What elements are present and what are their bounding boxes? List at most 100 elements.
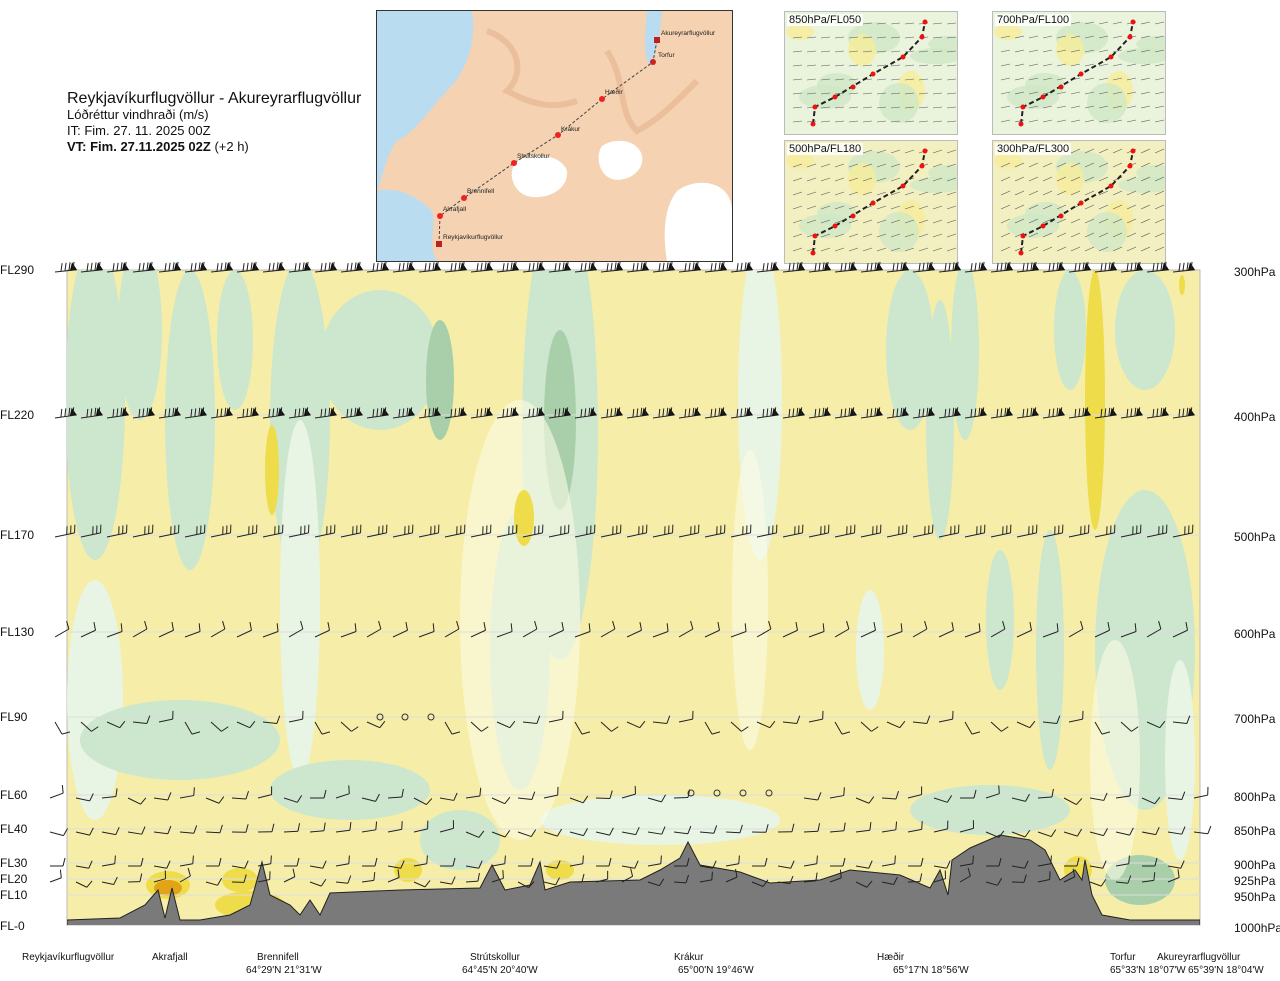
wind-barb: [1011, 793, 1030, 802]
wind-barb: [184, 524, 206, 538]
wind-barb: [1089, 828, 1108, 837]
wind-barb: [933, 795, 953, 803]
wind-barb: [75, 793, 94, 802]
wind-barb: [938, 710, 954, 723]
wind-barb: [1141, 796, 1161, 805]
wind-barb: [465, 787, 482, 799]
wind-barb: [522, 715, 541, 724]
wind-barb: [912, 715, 931, 724]
wind-barb: [933, 860, 951, 869]
wind-barb: [366, 407, 389, 419]
wind-barb: [522, 524, 544, 538]
velocity-cell: [154, 880, 182, 896]
wind-barb: [725, 868, 738, 883]
wind-barb: [236, 524, 258, 538]
wind-barb: [106, 407, 129, 419]
wind-barb: [678, 407, 701, 419]
wind-barb: [1193, 786, 1209, 799]
wind-barb: [1089, 792, 1108, 801]
location-label: Akrafjall: [152, 951, 188, 964]
wind-barb: [938, 622, 954, 638]
flight-level-label: FL130: [0, 625, 35, 639]
wind-barb: [860, 524, 882, 538]
wind-barb: [803, 792, 822, 801]
wind-barb: [101, 788, 118, 799]
wind-barb: [730, 407, 753, 419]
wind-barb: [470, 407, 493, 419]
calm-marker: [687, 789, 695, 797]
wind-barb: [517, 829, 537, 838]
velocity-cell: [540, 795, 780, 845]
route-map: Akureyrarflugvöllur Torfur Hæðir Krákur …: [376, 10, 733, 262]
map-label-torfur: Torfur: [658, 52, 675, 59]
wind-barb: [179, 867, 191, 883]
wind-barb: [522, 407, 545, 419]
wind-barb: [990, 620, 1006, 638]
wind-barb: [777, 823, 795, 833]
velocity-cell: [1179, 275, 1185, 295]
wind-barb: [829, 822, 846, 833]
location-name: Torfur: [1110, 952, 1136, 963]
wind-barb: [106, 720, 126, 729]
wind-barb: [465, 860, 483, 869]
wind-barb: [439, 820, 455, 833]
wind-barb: [938, 261, 961, 273]
wind-barb: [362, 857, 378, 867]
wind-barb: [132, 715, 151, 724]
wind-barb: [626, 407, 649, 419]
wind-barb: [990, 407, 1013, 419]
wind-barb: [153, 792, 172, 801]
wind-barb: [127, 797, 147, 805]
wind-barb: [600, 524, 622, 538]
location-label: Akureyrarflugvöllur 65°39'N 18°04'W: [1157, 951, 1264, 977]
wind-barb: [678, 710, 694, 723]
wind-barb: [855, 796, 875, 804]
wind-barb: [626, 720, 646, 729]
wind-barb: [184, 407, 207, 419]
wind-barb: [1146, 620, 1162, 638]
wind-barb: [964, 261, 987, 273]
wind-barb: [1094, 721, 1111, 735]
wind-barb: [704, 524, 726, 538]
wind-barb: [128, 857, 144, 867]
wind-barb: [886, 720, 906, 729]
wind-barb: [678, 261, 701, 273]
wind-barb: [184, 623, 201, 638]
wind-barb: [985, 877, 1003, 886]
wind-barb: [518, 857, 534, 867]
wind-barb: [1042, 524, 1064, 538]
location-coord: 65°00'N 19°46'W: [678, 965, 754, 976]
wind-barb: [1167, 826, 1186, 835]
wind-barb: [54, 524, 76, 538]
wind-barb: [1063, 797, 1083, 806]
velocity-cell: [420, 810, 500, 870]
wind-barb: [314, 721, 331, 735]
wind-barb: [808, 524, 830, 538]
wind-barb: [439, 876, 456, 885]
wind-barb: [959, 855, 974, 867]
wind-barb: [756, 720, 776, 729]
location-name: Hæðir: [877, 952, 905, 963]
wind-barb: [652, 715, 671, 724]
wind-barb: [54, 261, 77, 273]
wind-barb: [621, 868, 634, 883]
wind-barb: [782, 622, 798, 638]
wind-barb: [907, 821, 923, 833]
pressure-level-label: 925hPa: [1234, 874, 1276, 888]
wind-barb: [990, 261, 1013, 273]
location-coord: 65°33'N 18°07'W: [1110, 965, 1186, 976]
wind-barb: [1193, 825, 1212, 835]
wind-barb: [440, 857, 456, 867]
wind-barb: [1037, 871, 1051, 883]
wind-barb: [387, 860, 405, 869]
wind-barb: [621, 826, 640, 836]
chart-title-block: Reykjavíkurflugvöllur - Akureyrarflugvöl…: [67, 90, 361, 155]
location-coord: 65°17'N 18°56'W: [893, 965, 969, 976]
wind-barb: [54, 620, 70, 638]
wind-barb: [1042, 623, 1059, 638]
wind-barb: [361, 872, 376, 883]
terrain-profile: [67, 834, 1200, 925]
wind-barb: [284, 857, 300, 867]
pressure-level-label: 500hPa: [1234, 530, 1276, 544]
